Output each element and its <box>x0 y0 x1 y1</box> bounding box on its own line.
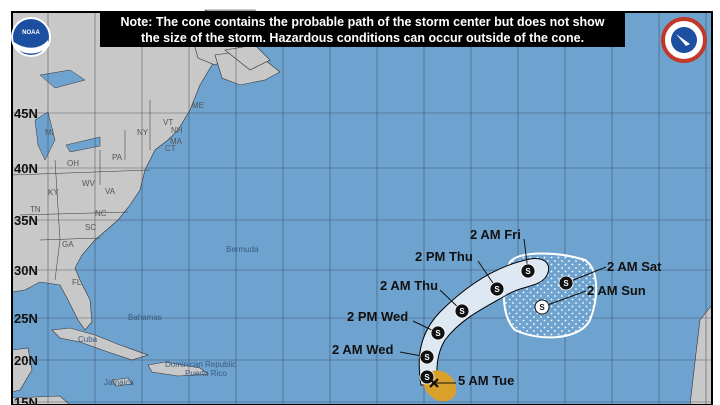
state-borders <box>11 100 151 281</box>
forecast-time-label: 2 PM Wed <box>347 309 408 324</box>
state-label: MA <box>170 137 183 146</box>
forecast-time-label: 2 AM Fri <box>470 227 521 242</box>
state-label: TN <box>30 205 41 214</box>
forecast-time-label: 2 AM Sun <box>587 283 646 298</box>
map-frame <box>11 11 713 405</box>
state-label: NH <box>171 126 183 135</box>
svg-text:S: S <box>459 307 465 316</box>
latitude-label: 15N <box>14 395 38 405</box>
svg-text:S: S <box>539 303 545 312</box>
svg-text:S: S <box>525 267 531 276</box>
state-label: WV <box>82 179 96 188</box>
svg-text:NOAA: NOAA <box>22 30 40 36</box>
nws-logo <box>661 17 707 63</box>
state-label: CT <box>165 144 176 153</box>
cone-disclaimer-note: Note: The cone contains the probable pat… <box>100 13 625 47</box>
svg-text:S: S <box>435 329 441 338</box>
forecast-point-s-icon: S <box>454 303 470 319</box>
forecast-point-s-icon: S <box>430 325 446 341</box>
place-label: Cuba <box>78 335 98 344</box>
state-label: PA <box>112 153 123 162</box>
state-label: SC <box>85 223 96 232</box>
forecast-point-s-icon: S <box>489 281 505 297</box>
state-label: MI <box>45 128 54 137</box>
forecast-point-s-icon: S <box>558 275 574 291</box>
forecast-time-label: 2 PM Thu <box>415 249 473 264</box>
forecast-time-label: 2 AM Sat <box>607 259 662 274</box>
place-label: Bermuda <box>226 245 259 254</box>
state-label: NC <box>95 209 107 218</box>
state-label: NY <box>137 128 149 137</box>
note-line-2: the size of the storm. Hazardous conditi… <box>140 31 585 45</box>
latitude-label: 40N <box>14 161 38 176</box>
state-label: VA <box>105 187 116 196</box>
state-label: GA <box>62 240 74 249</box>
state-label: KY <box>48 188 59 197</box>
forecast-points: S S S S S S S S <box>419 263 574 385</box>
svg-text:S: S <box>494 285 500 294</box>
forecast-time-label: 2 AM Thu <box>380 278 438 293</box>
latitude-label: 20N <box>14 353 38 368</box>
current-position-x-icon <box>429 378 439 388</box>
place-label: Jamaica <box>104 378 134 387</box>
inland-water <box>34 69 101 161</box>
note-line-1: Note: The cone contains the probable pat… <box>120 15 605 29</box>
state-label: OH <box>67 159 79 168</box>
forecast-point-s-icon: S <box>520 263 536 279</box>
leader-line <box>541 290 587 308</box>
forecast-time-label: 2 AM Wed <box>332 342 393 357</box>
latitude-label: 35N <box>14 213 38 228</box>
state-label: ME <box>192 101 204 110</box>
latitude-label: 25N <box>14 311 38 326</box>
place-labels: Bermuda Bahamas Cuba Jamaica Dominican Repub… <box>78 245 259 387</box>
svg-text:S: S <box>563 279 569 288</box>
place-label: Dominican Republic <box>165 360 236 369</box>
state-label: FL <box>72 278 82 287</box>
place-label: Bahamas <box>128 313 162 322</box>
svg-text:S: S <box>424 373 430 382</box>
svg-text:S: S <box>424 353 430 362</box>
state-label: VT <box>163 118 173 127</box>
forecast-cone <box>418 258 550 386</box>
lat-lon-grid <box>12 12 712 405</box>
forecast-time-label: 5 AM Tue <box>458 373 514 388</box>
latitude-label: 30N <box>14 263 38 278</box>
latitude-labels: 45N 40N 35N 30N 25N 20N 15N <box>14 106 38 405</box>
forecast-point-s-icon: S <box>534 299 550 315</box>
forecast-point-s-icon: S <box>419 349 435 365</box>
noaa-logo: NOAA <box>11 17 51 57</box>
latitude-label: 45N <box>14 106 38 121</box>
place-label: Puerto Rico <box>185 369 227 378</box>
